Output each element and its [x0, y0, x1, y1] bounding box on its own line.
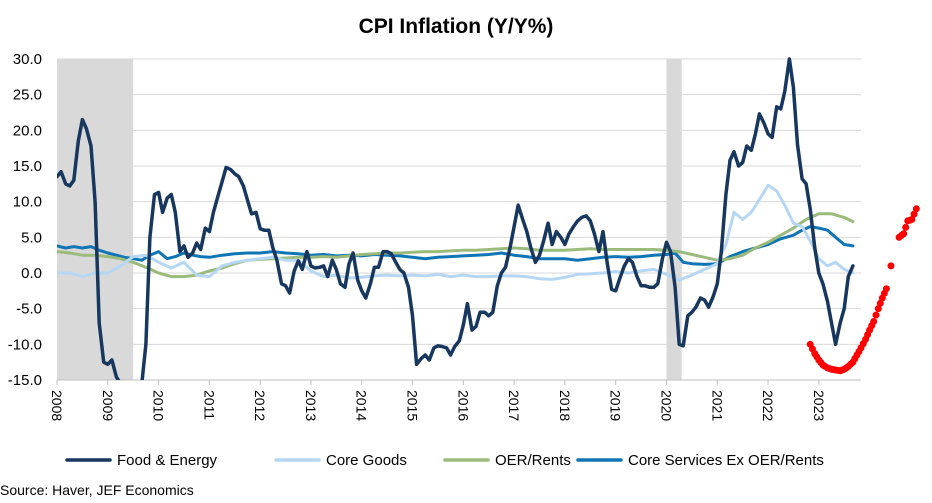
plot-lines — [57, 57, 855, 380]
x-tick-label: 2016 — [455, 390, 471, 421]
y-tick-label: -15.0 — [8, 372, 42, 389]
series-line-core-services-ex-oer-rents — [57, 225, 855, 266]
chart-title: CPI Inflation (Y/Y%) — [359, 15, 554, 38]
recession-shading — [57, 59, 682, 380]
x-axis-ticks: 2008 2009 2010 2011 2012 2013 2014 2015 2016 2017… — [49, 380, 827, 421]
y-axis-ticks: 30.0 25.0 20.0 15.0 10.0 5.0 0.0 -5.0 -10.0 -15.0 — [8, 51, 42, 389]
x-tick-label: 2018 — [557, 390, 573, 421]
series-line-core-goods — [57, 183, 855, 282]
red-dotted-overlay — [806, 205, 920, 375]
red-dot — [887, 262, 895, 270]
red-dot — [908, 216, 916, 223]
red-dot — [902, 223, 910, 231]
y-tick-label: 15.0 — [13, 158, 42, 175]
red-dot — [912, 205, 920, 213]
shaded-period-1 — [666, 59, 682, 380]
x-tick-label: 2022 — [760, 390, 776, 421]
x-tick-label: 2017 — [506, 390, 522, 421]
x-tick-label: 2011 — [201, 390, 217, 420]
gridlines — [57, 58, 861, 381]
legend-label: Core Services Ex OER/Rents — [628, 452, 824, 469]
red-dot — [900, 230, 908, 238]
x-tick-label: 2008 — [49, 390, 65, 421]
y-tick-label: 25.0 — [13, 87, 42, 104]
legend-label: OER/Rents — [495, 452, 571, 469]
y-tick-label: -5.0 — [16, 301, 42, 318]
y-tick-label: 0.0 — [21, 265, 42, 282]
x-tick-label: 2012 — [252, 390, 268, 421]
red-dot — [910, 210, 918, 218]
x-tick-label: 2015 — [405, 390, 421, 421]
x-tick-label: 2020 — [658, 390, 674, 421]
legend: Food & Energy Core Goods OER/Rents Core Ser… — [65, 452, 824, 469]
x-tick-label: 2014 — [354, 390, 370, 421]
red-dot — [876, 299, 884, 307]
x-tick-label: 2019 — [608, 390, 624, 421]
series-line-food-energy — [57, 57, 855, 380]
y-tick-label: 20.0 — [13, 122, 42, 139]
red-dot — [874, 305, 882, 313]
x-tick-label: 2013 — [303, 390, 319, 421]
y-tick-label: 30.0 — [13, 51, 42, 68]
legend-label: Core Goods — [326, 452, 407, 469]
y-tick-label: 5.0 — [21, 229, 42, 246]
x-tick-label: 2009 — [100, 390, 116, 421]
series-line-oer-rents — [57, 212, 855, 279]
source-note: Source: Haver, JEF Economics — [0, 482, 194, 498]
legend-label: Food & Energy — [117, 452, 218, 469]
y-tick-label: -10.0 — [8, 336, 42, 353]
x-tick-label: 2021 — [709, 390, 725, 421]
red-dot — [882, 285, 890, 293]
x-tick-label: 2023 — [811, 390, 827, 421]
red-dot — [872, 311, 880, 319]
red-dot — [870, 318, 878, 326]
y-tick-label: 10.0 — [13, 194, 42, 211]
x-tick-label: 2010 — [151, 390, 167, 421]
